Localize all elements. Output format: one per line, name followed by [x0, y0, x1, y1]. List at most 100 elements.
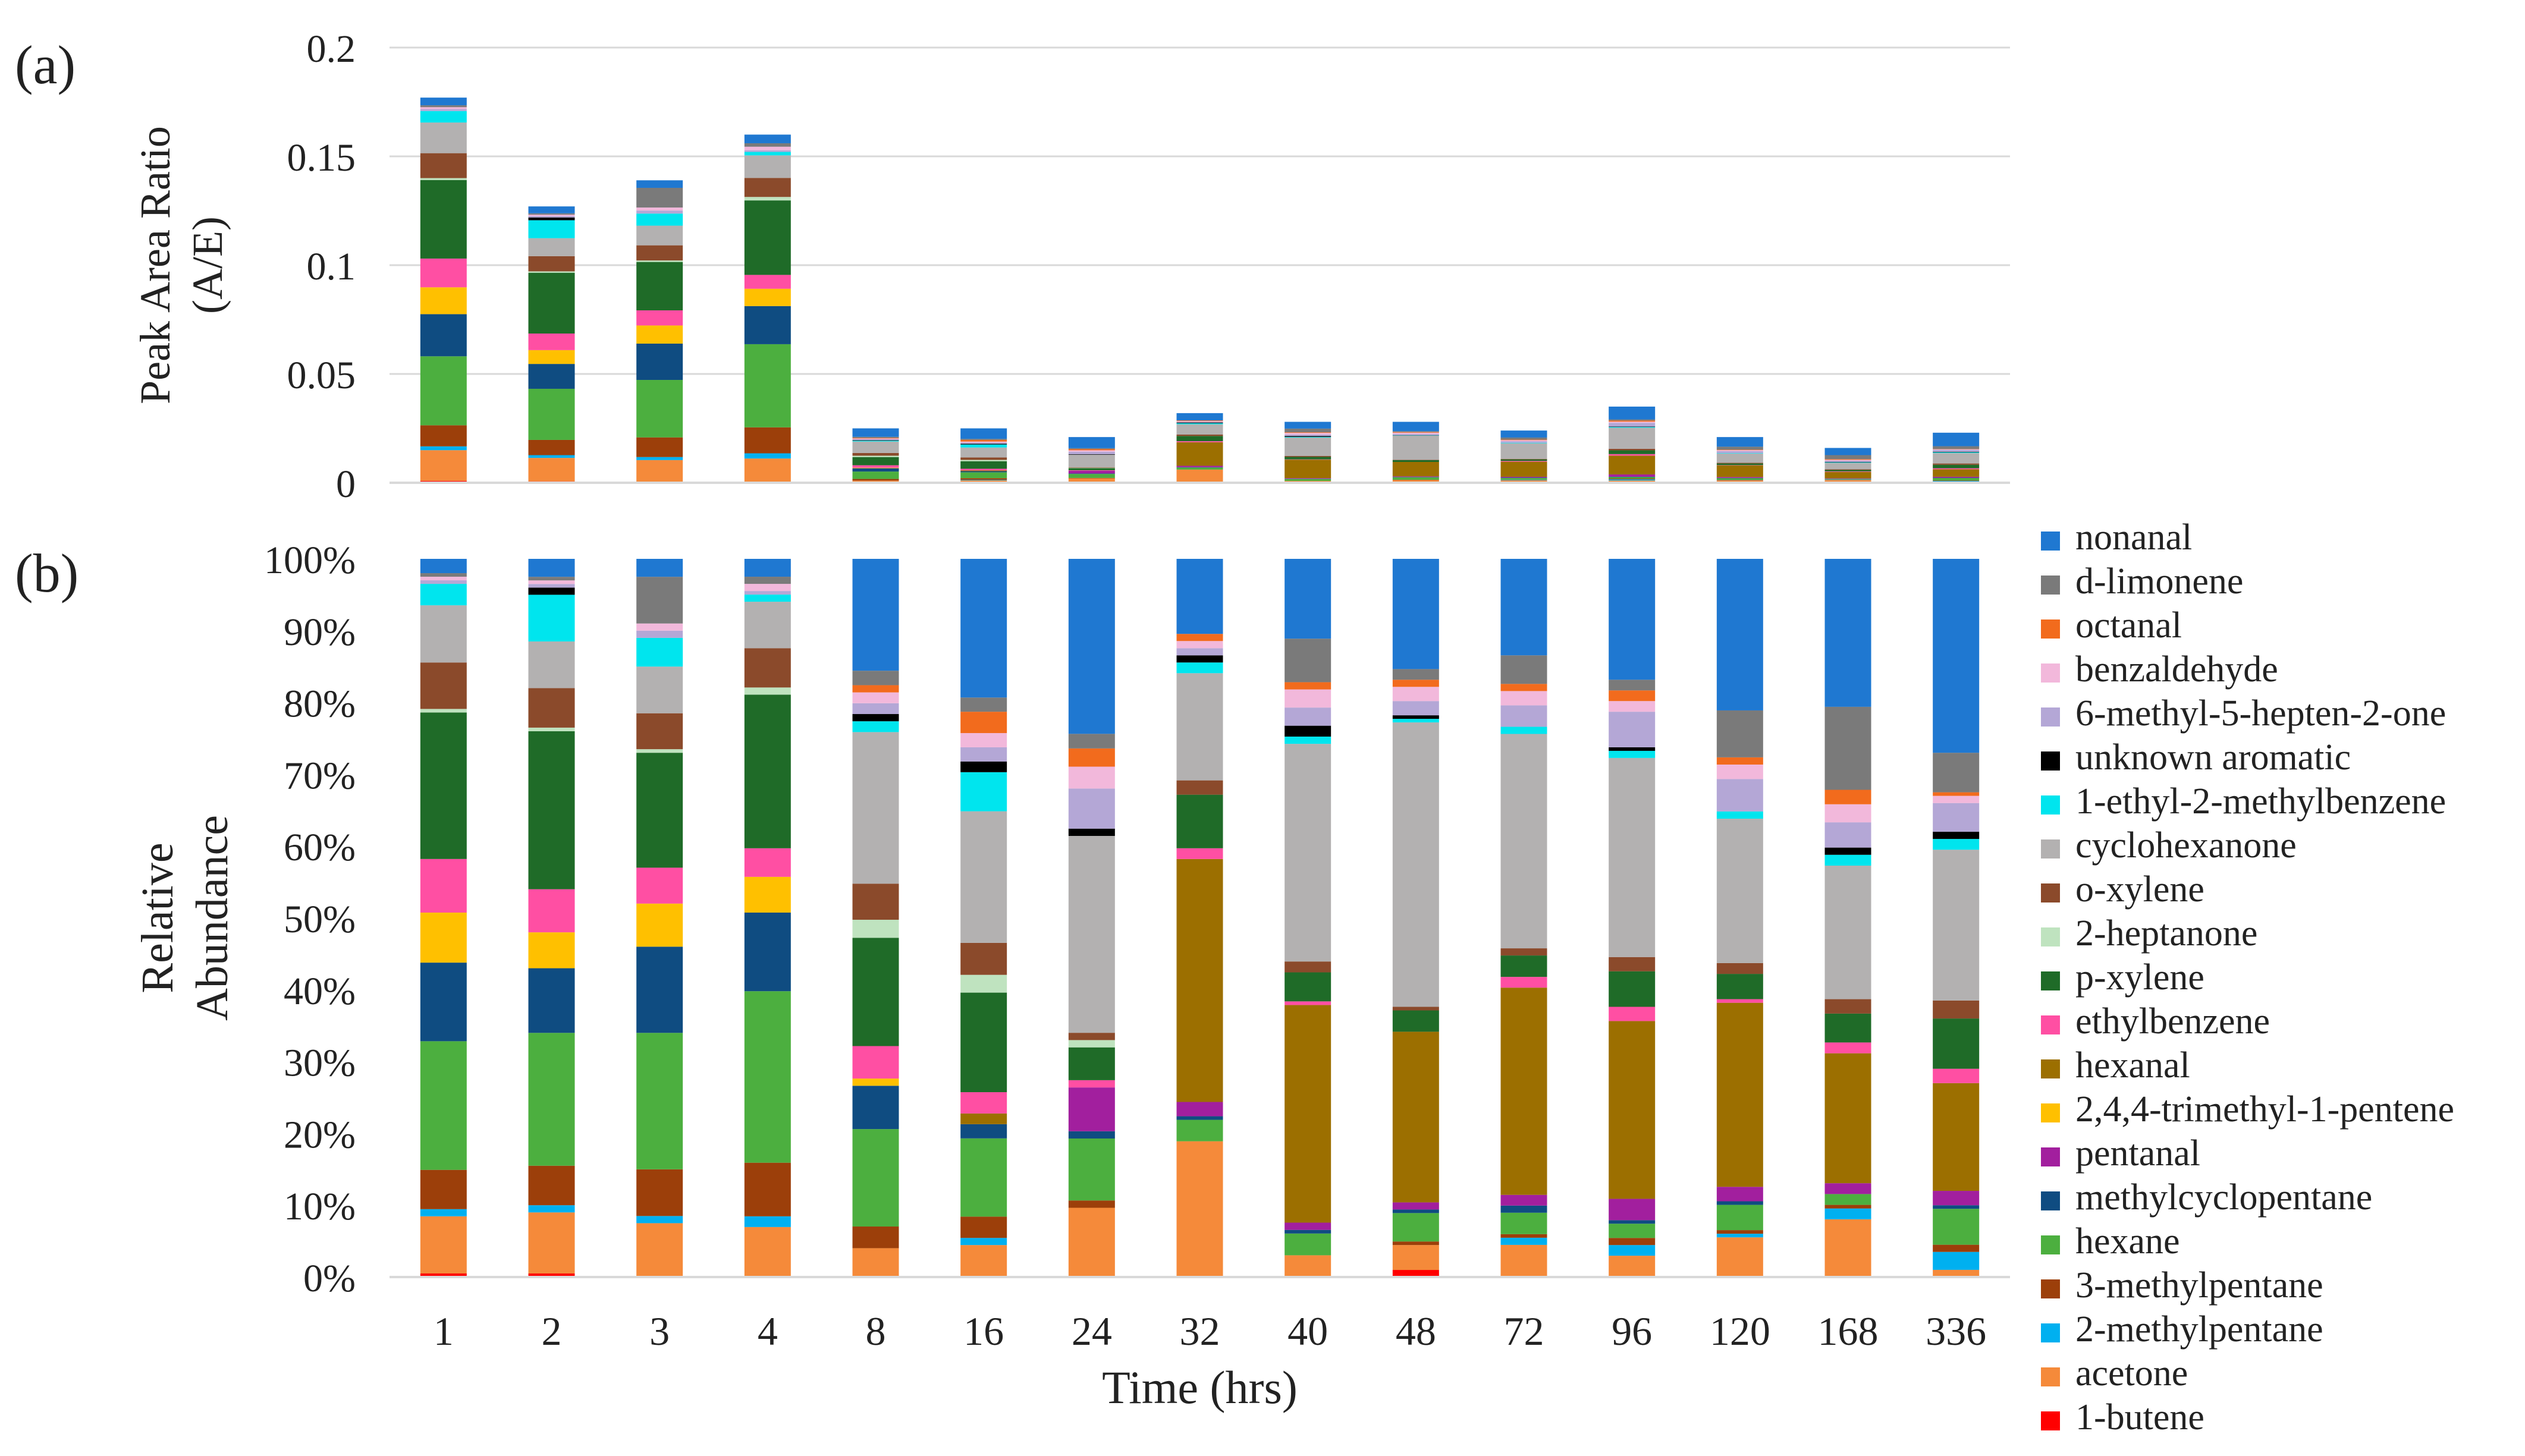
bar-a-336-6-methyl-5-hepten-2-one — [1933, 449, 1980, 452]
bar-b-8-o-xylene — [852, 883, 899, 920]
bar-a-120-d-limonene — [1716, 446, 1763, 450]
bar-a-1-nonanal — [420, 98, 467, 106]
bar-a-2-cyclohexanone — [528, 238, 575, 256]
bar-b-24-methylcyclopentane — [1068, 1131, 1115, 1139]
bar-a-40-octanal — [1285, 432, 1331, 433]
bar-b-1-o-xylene — [420, 662, 467, 709]
bar-a-8-hexane — [852, 471, 899, 479]
bar-a-40-6-methyl-5-hepten-2-one — [1285, 434, 1331, 436]
bar-a-4-ethylbenzene — [744, 275, 791, 289]
bar-a-72-cyclohexanone — [1500, 443, 1547, 459]
bar-b-336-p-xylene — [1933, 1018, 1980, 1069]
bar-b-72-1-ethyl-2-methylbenzene — [1500, 727, 1547, 734]
bar-b-336-hexane — [1933, 1209, 1980, 1245]
bar-a-3-o-xylene — [636, 245, 683, 261]
bar-a-40-o-xylene — [1285, 455, 1331, 457]
bar-a-1-hexane — [420, 356, 467, 426]
bar-a-96-ethylbenzene — [1609, 454, 1656, 456]
bar-b-2-ethylbenzene — [528, 889, 575, 933]
bar-a-96-benzaldehyde — [1609, 422, 1656, 423]
bar-a-1-ethylbenzene — [420, 258, 467, 288]
legend-label-octanal: octanal — [2075, 605, 2182, 646]
bar-b-24-pentanal — [1068, 1087, 1115, 1131]
bar-a-120-p-xylene — [1716, 463, 1763, 466]
legend-label-1-butene: 1-butene — [2075, 1397, 2204, 1438]
bar-a-4-p-xylene — [744, 200, 791, 275]
bar-b-3-acetone — [636, 1223, 683, 1277]
bar-a-120-ethylbenzene — [1716, 465, 1763, 466]
bar-a-1-methylcyclopentane — [420, 314, 467, 357]
bar-a-16-methylcyclopentane — [960, 471, 1007, 473]
legend-label-d-limonene: d-limonene — [2075, 561, 2243, 602]
bar-b-24-3-methylpentane — [1068, 1200, 1115, 1208]
bar-b-1-3-methylpentane — [420, 1169, 467, 1209]
bar-b-2-cyclohexanone — [528, 641, 575, 688]
bar-a-96-pentanal — [1609, 474, 1656, 477]
bar-b-32-pentanal — [1176, 1102, 1223, 1117]
bar-b-48-methylcyclopentane — [1392, 1209, 1439, 1213]
bar-b-8-2-heptanone — [852, 920, 899, 938]
bar-b-24-acetone — [1068, 1207, 1115, 1277]
bar-a-168-unknown-aromatic — [1824, 461, 1871, 463]
legend-label-1-ethyl-2-methylbenzene: 1-ethyl-2-methylbenzene — [2075, 781, 2446, 822]
bar-a-168-nonanal — [1824, 448, 1871, 455]
legend-swatch-6-methyl-5-hepten-2-one — [2041, 707, 2060, 727]
bar-b-8-methylcyclopentane — [852, 1086, 899, 1130]
bar-b-4-nonanal — [744, 559, 791, 577]
bar-b-96-unknown-aromatic — [1609, 747, 1656, 751]
bar-b-168-pentanal — [1824, 1183, 1871, 1194]
bar-a-168-d-limonene — [1824, 455, 1871, 460]
bar-b-2-6-methyl-5-hepten-2-one — [528, 584, 575, 588]
bar-a-336-pentanal — [1933, 476, 1980, 478]
bar-a-8-cyclohexanone — [852, 441, 899, 453]
bar-a-96-p-xylene — [1609, 450, 1656, 454]
bar-a-120-pentanal — [1716, 477, 1763, 478]
panel-label-a: (a) — [15, 34, 76, 95]
bar-b-40-pentanal — [1285, 1222, 1331, 1230]
bar-a-168-hexanal — [1824, 471, 1871, 479]
bar-a-16-1-ethyl-2-methylbenzene — [960, 444, 1007, 448]
bar-a-40-p-xylene — [1285, 457, 1331, 460]
bar-b-40-nonanal — [1285, 559, 1331, 639]
legend-swatch-cyclohexanone — [2041, 839, 2060, 858]
bar-a-48-6-methyl-5-hepten-2-one — [1392, 433, 1439, 435]
bar-a-168-pentanal — [1824, 478, 1871, 479]
bar-b-8-6-methyl-5-hepten-2-one — [852, 703, 899, 715]
bar-a-4-2-heptanone — [744, 197, 791, 201]
bar-a-168-o-xylene — [1824, 469, 1871, 470]
bar-a-24-6-methyl-5-hepten-2-one — [1068, 451, 1115, 455]
bar-a-3-2-methylpentane — [636, 457, 683, 460]
legend-swatch-unknown-aromatic — [2041, 751, 2060, 771]
bar-b-120-benzaldehyde — [1716, 765, 1763, 779]
bar-a-8-o-xylene — [852, 452, 899, 456]
bar-a-1-cyclohexanone — [420, 122, 467, 153]
bar-b-16-methylcyclopentane — [960, 1124, 1007, 1139]
bar-b-3-o-xylene — [636, 713, 683, 750]
bar-b-96-hexanal — [1609, 1021, 1656, 1199]
bar-b-32-6-methyl-5-hepten-2-one — [1176, 648, 1223, 656]
bar-a-24-3-methylpentane — [1068, 477, 1115, 479]
y-tick-label-b: 10% — [284, 1185, 356, 1228]
bar-a-48-hexanal — [1392, 461, 1439, 477]
bar-b-96-pentanal — [1609, 1199, 1656, 1221]
bar-a-8-methylcyclopentane — [852, 468, 899, 472]
bar-b-2-acetone — [528, 1212, 575, 1273]
bar-b-3-ethylbenzene — [636, 867, 683, 904]
bar-b-3-d-limonene — [636, 577, 683, 624]
bar-a-120-6-methyl-5-hepten-2-one — [1716, 451, 1763, 454]
bar-a-16-benzaldehyde — [960, 441, 1007, 443]
bar-b-48-hexane — [1392, 1213, 1439, 1242]
bar-a-2-ethylbenzene — [528, 333, 575, 350]
bar-a-3-p-xylene — [636, 262, 683, 311]
legend-swatch-hexane — [2041, 1235, 2060, 1254]
legend-swatch-1-ethyl-2-methylbenzene — [2041, 795, 2060, 815]
bar-b-168-o-xylene — [1824, 999, 1871, 1014]
bar-a-336-3-methylpentane — [1933, 480, 1980, 482]
bar-a-3-methylcyclopentane — [636, 343, 683, 380]
bar-a-2-benzaldehyde — [528, 215, 575, 216]
bar-b-120-cyclohexanone — [1716, 819, 1763, 963]
x-tick-label: 16 — [963, 1309, 1004, 1354]
bar-a-4-nonanal — [744, 134, 791, 143]
bar-a-2-hexane — [528, 388, 575, 440]
